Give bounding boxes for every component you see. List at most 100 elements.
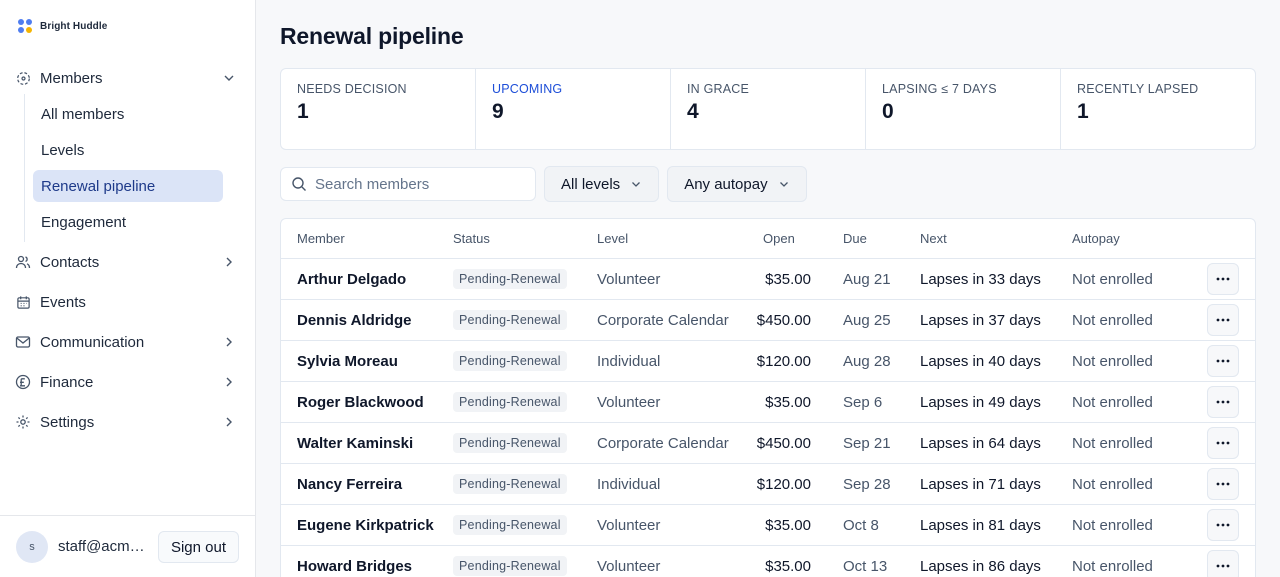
stat-in-grace[interactable]: IN GRACE 4 — [671, 69, 866, 149]
column-header-open[interactable]: Open — [763, 231, 795, 246]
submenu-guide-line — [24, 94, 25, 242]
chevron-right-icon — [226, 337, 232, 347]
stat-needs-decision[interactable]: NEEDS DECISION 1 — [281, 69, 476, 149]
row-actions — [1207, 464, 1239, 504]
autopay-status: Not enrolled — [1072, 393, 1153, 411]
sidebar-item-members[interactable]: Members — [14, 61, 242, 95]
member-name[interactable]: Sylvia Moreau — [297, 352, 398, 370]
sign-out-button[interactable]: Sign out — [157, 531, 239, 563]
stat-label: UPCOMING — [492, 82, 563, 96]
row-actions — [1207, 382, 1239, 422]
table-row[interactable]: Sylvia Moreau Pending-Renewal Individual… — [281, 341, 1255, 382]
table-row[interactable]: Arthur Delgado Pending-Renewal Volunteer… — [281, 259, 1255, 300]
table-row[interactable]: Dennis Aldridge Pending-Renewal Corporat… — [281, 300, 1255, 341]
sidebar-item-label: Events — [40, 293, 86, 311]
stat-label: RECENTLY LAPSED — [1077, 82, 1199, 96]
table-row[interactable]: Howard Bridges Pending-Renewal Volunteer… — [281, 546, 1255, 577]
next-action: Lapses in 86 days — [920, 557, 1041, 575]
column-header-status[interactable]: Status — [453, 231, 490, 246]
stat-lapsing-7-days[interactable]: LAPSING ≤ 7 DAYS 0 — [866, 69, 1061, 149]
chevron-down-icon — [779, 182, 788, 187]
more-actions-button[interactable] — [1207, 427, 1239, 459]
level-cell: Corporate Calendar — [597, 311, 729, 329]
main-content: Renewal pipeline NEEDS DECISION 1 UPCOMI… — [256, 0, 1280, 577]
member-name[interactable]: Dennis Aldridge — [297, 311, 412, 329]
member-name[interactable]: Arthur Delgado — [297, 270, 407, 288]
settings-icon — [14, 413, 32, 431]
sidebar-item-events[interactable]: Events — [14, 285, 242, 319]
level-cell: Volunteer — [597, 270, 661, 288]
chevron-right-icon — [226, 377, 232, 387]
stat-upcoming[interactable]: UPCOMING 9 — [476, 69, 671, 149]
search-box[interactable] — [280, 167, 536, 201]
level-cell: Volunteer — [597, 557, 661, 575]
member-name[interactable]: Nancy Ferreira — [297, 475, 403, 493]
more-actions-button[interactable] — [1207, 468, 1239, 500]
due-date: Oct 8 — [843, 516, 879, 534]
status-cell: Pending-Renewal — [453, 300, 567, 340]
open-amount: $120.00 — [756, 352, 811, 370]
column-header-level[interactable]: Level — [597, 231, 629, 246]
member-name[interactable]: Roger Blackwood — [297, 393, 424, 411]
more-actions-button[interactable] — [1207, 345, 1239, 377]
level-filter-dropdown[interactable]: All levels — [544, 166, 660, 202]
table-header: Member Status Level Open Due Next Autopa… — [281, 219, 1255, 259]
column-header-due[interactable]: Due — [843, 231, 867, 246]
more-horizontal-icon — [1216, 441, 1230, 445]
table-row[interactable]: Nancy Ferreira Pending-Renewal Individua… — [281, 464, 1255, 505]
more-actions-button[interactable] — [1207, 509, 1239, 541]
sidebar-item-communication[interactable]: Communication — [14, 325, 242, 359]
autopay-status: Not enrolled — [1072, 475, 1153, 493]
sidebar-item-settings[interactable]: Settings — [14, 405, 242, 439]
more-horizontal-icon — [1216, 277, 1230, 281]
row-actions — [1207, 423, 1239, 463]
due-date: Sep 6 — [843, 393, 883, 411]
calendar-icon — [14, 293, 32, 311]
more-horizontal-icon — [1216, 482, 1230, 486]
column-header-autopay[interactable]: Autopay — [1072, 231, 1120, 246]
more-actions-button[interactable] — [1207, 386, 1239, 418]
table-row[interactable]: Eugene Kirkpatrick Pending-Renewal Volun… — [281, 505, 1255, 546]
avatar[interactable]: s — [16, 530, 48, 563]
member-name[interactable]: Walter Kaminski — [297, 434, 414, 452]
row-actions — [1207, 341, 1239, 381]
autopay-status: Not enrolled — [1072, 352, 1153, 370]
search-input[interactable] — [315, 175, 515, 193]
filter-bar: All levels Any autopay — [280, 166, 807, 202]
user-email: staff@acme.org — [58, 538, 150, 555]
level-cell: Volunteer — [597, 516, 661, 534]
status-cell: Pending-Renewal — [453, 341, 567, 381]
stat-recently-lapsed[interactable]: RECENTLY LAPSED 1 — [1061, 69, 1255, 149]
member-name[interactable]: Eugene Kirkpatrick — [297, 516, 434, 534]
chevron-right-icon — [226, 417, 232, 427]
table-row[interactable]: Walter Kaminski Pending-Renewal Corporat… — [281, 423, 1255, 464]
next-action: Lapses in 81 days — [920, 516, 1041, 534]
open-amount: $35.00 — [765, 557, 811, 575]
more-actions-button[interactable] — [1207, 304, 1239, 336]
column-header-next[interactable]: Next — [920, 231, 947, 246]
status-badge: Pending-Renewal — [453, 310, 567, 330]
row-actions — [1207, 259, 1239, 299]
sidebar-item-finance[interactable]: Finance — [14, 365, 242, 399]
sidebar-subitem-all-members[interactable]: All members — [41, 105, 125, 123]
stat-value: 1 — [297, 100, 309, 123]
sidebar-subitem-renewal-pipeline[interactable]: Renewal pipeline — [33, 170, 223, 202]
sidebar-subitem-engagement[interactable]: Engagement — [41, 213, 127, 231]
status-badge: Pending-Renewal — [453, 351, 567, 371]
more-actions-button[interactable] — [1207, 263, 1239, 295]
due-date: Sep 21 — [843, 434, 891, 452]
more-horizontal-icon — [1216, 359, 1230, 363]
more-actions-button[interactable] — [1207, 550, 1239, 577]
column-header-member[interactable]: Member — [297, 231, 345, 246]
autopay-filter-dropdown[interactable]: Any autopay — [667, 166, 807, 202]
brand[interactable]: Bright Huddle — [18, 19, 107, 34]
table-body: Arthur Delgado Pending-Renewal Volunteer… — [281, 259, 1255, 577]
member-name[interactable]: Howard Bridges — [297, 557, 413, 575]
table-row[interactable]: Roger Blackwood Pending-Renewal Voluntee… — [281, 382, 1255, 423]
sidebar-subitem-levels[interactable]: Levels — [41, 141, 85, 159]
sidebar-item-label: Finance — [40, 373, 94, 391]
open-amount: $450.00 — [756, 434, 811, 452]
sidebar-item-label: Contacts — [40, 253, 100, 271]
sidebar-item-contacts[interactable]: Contacts — [14, 245, 242, 279]
more-horizontal-icon — [1216, 318, 1230, 322]
